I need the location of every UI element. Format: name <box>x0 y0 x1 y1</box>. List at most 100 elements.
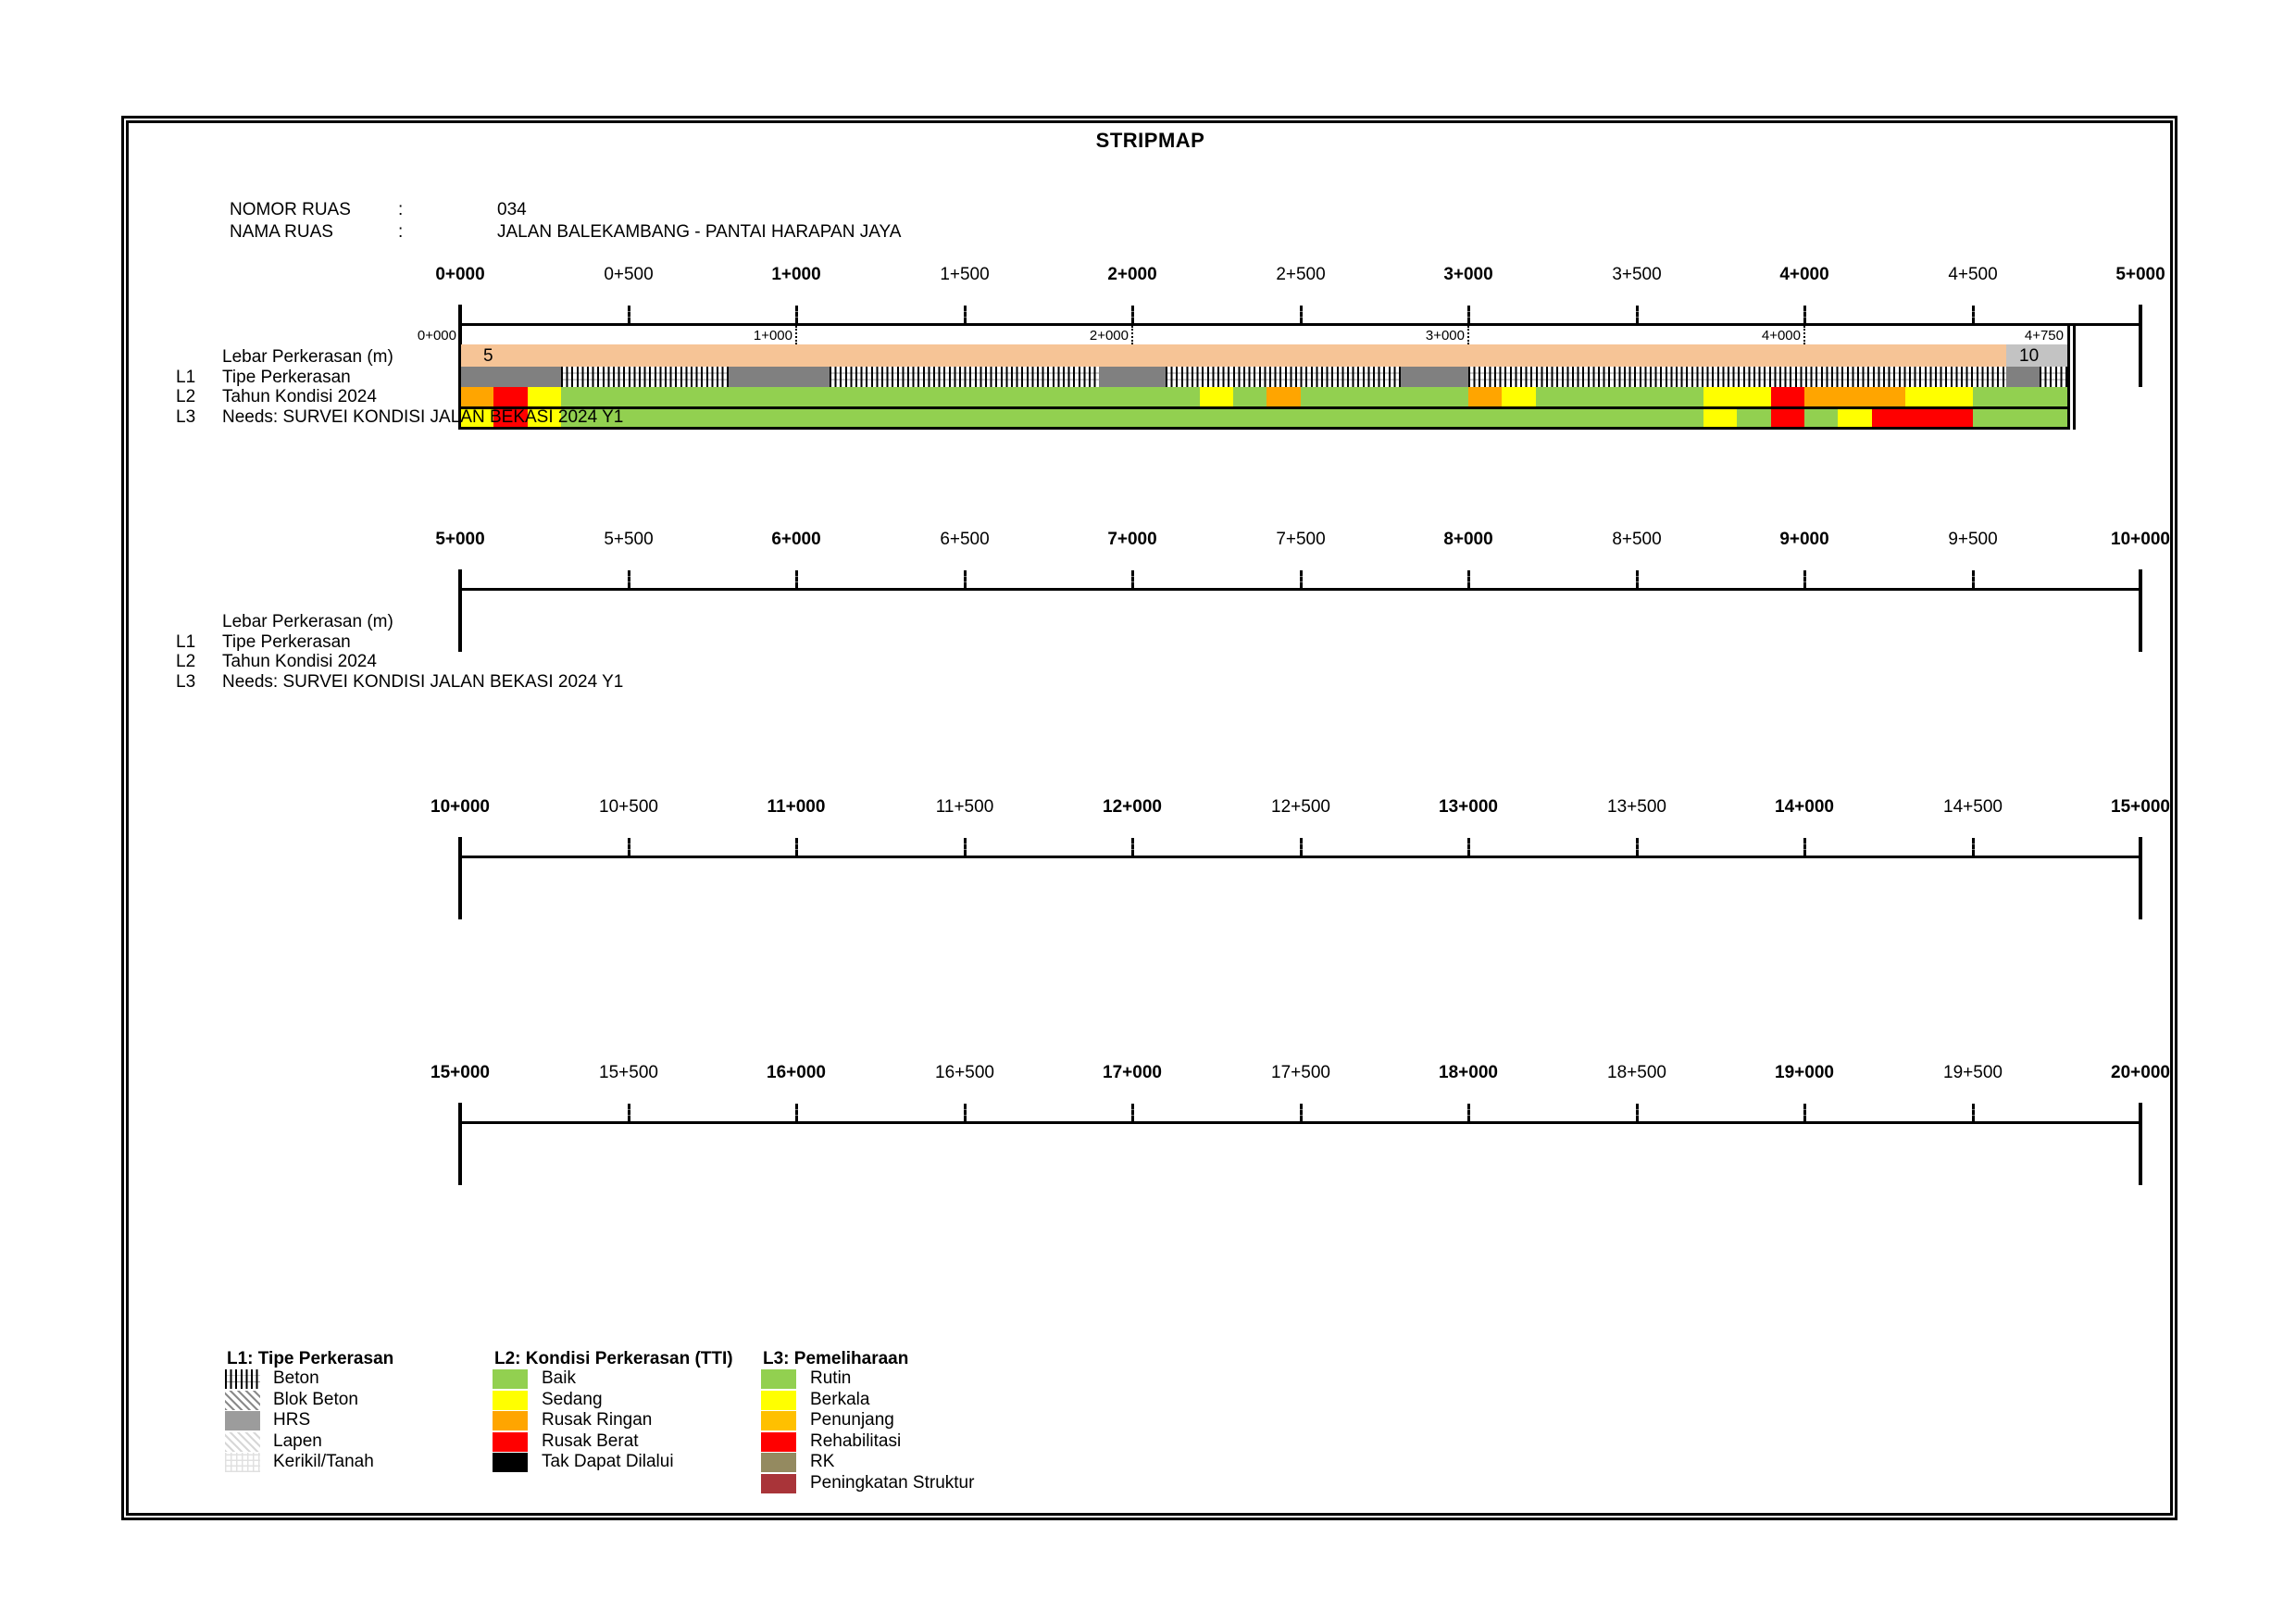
axis-tick <box>795 306 798 323</box>
legend-swatch-blok <box>225 1390 260 1410</box>
chainage-label: 8+500 <box>1612 530 1662 549</box>
l1-segment <box>2006 367 2040 387</box>
legend-swatch-baik <box>493 1369 528 1389</box>
l1-segment <box>561 367 729 387</box>
legend-title-l1: L1: Tipe Perkerasan <box>227 1349 394 1368</box>
l2-segment <box>1536 387 1703 406</box>
axis-tick <box>1972 838 1975 856</box>
row-code-l1: L1 <box>176 632 196 652</box>
chainage-label: 11+000 <box>767 797 826 817</box>
chainage-label: 15+000 <box>2111 797 2170 817</box>
chainage-label: 13+000 <box>1439 797 1498 817</box>
axis-line <box>460 323 2140 326</box>
chainage-label: 5+000 <box>2115 265 2165 284</box>
l3-segment <box>493 409 528 427</box>
ruler-km-line <box>1803 326 1805 344</box>
legend-swatch-kerikil <box>225 1453 260 1472</box>
legend-swatch-rutin <box>761 1369 796 1389</box>
axis-end-tick <box>2139 837 2142 919</box>
axis-tick <box>1467 838 1470 856</box>
lebar-value: 10 <box>2019 346 2040 366</box>
legend-title-l3: L3: Pemeliharaan <box>763 1349 909 1368</box>
chainage-label: 4+500 <box>1948 265 1998 284</box>
legend-swatch-rk <box>761 1453 796 1472</box>
axis-tick <box>1131 838 1134 856</box>
l2-segment <box>528 387 561 406</box>
chainage-label: 10+000 <box>430 797 490 817</box>
chainage-label: 16+000 <box>767 1063 826 1082</box>
l3-segment <box>528 409 561 427</box>
axis-tick <box>964 570 967 588</box>
row-code-l3: L3 <box>176 407 196 427</box>
ruler-km-label: 0+000 <box>417 328 456 344</box>
axis-tick <box>1972 570 1975 588</box>
lebar-value: 5 <box>483 346 493 366</box>
ruler-km-line <box>1467 326 1469 344</box>
chainage-label: 9+000 <box>1779 530 1829 549</box>
chainage-label: 13+500 <box>1607 797 1666 817</box>
row-label-l3: Needs: SURVEI KONDISI JALAN BEKASI 2024 … <box>222 407 624 427</box>
chainage-label: 3+500 <box>1612 265 1662 284</box>
l2-segment <box>1233 387 1267 406</box>
chainage-label: 2+500 <box>1276 265 1326 284</box>
axis-end-tick <box>458 569 462 652</box>
ruler-km-line <box>795 326 797 344</box>
axis-tick <box>795 1104 798 1121</box>
chainage-label: 18+500 <box>1607 1063 1666 1082</box>
chainage-label: 7+000 <box>1107 530 1157 549</box>
chainage-label: 14+000 <box>1775 797 1834 817</box>
ruler-km-label: 4+000 <box>1761 328 1801 344</box>
l2-segment <box>493 387 528 406</box>
chainage-label: 0+000 <box>435 265 485 284</box>
row-label-l2: Tahun Kondisi 2024 <box>222 652 377 671</box>
l1-segment <box>1099 367 1166 387</box>
chainage-label: 15+000 <box>430 1063 490 1082</box>
axis-tick <box>1636 570 1639 588</box>
axis-line <box>460 1121 2140 1124</box>
nomor-ruas-value: 034 <box>497 200 527 219</box>
chainage-label: 17+500 <box>1271 1063 1330 1082</box>
legend-swatch-berkala <box>761 1390 796 1410</box>
l1-segment <box>1468 367 2006 387</box>
axis-tick <box>964 838 967 856</box>
chainage-label: 19+000 <box>1775 1063 1834 1082</box>
row-label-l1: Tipe Perkerasan <box>222 632 351 652</box>
chainage-label: 5+500 <box>604 530 654 549</box>
chainage-label: 5+000 <box>435 530 485 549</box>
axis-tick <box>1131 1104 1134 1121</box>
axis-tick <box>1636 1104 1639 1121</box>
axis-tick <box>1972 306 1975 323</box>
axis-tick <box>1300 1104 1303 1121</box>
axis-tick <box>795 838 798 856</box>
legend-label: HRS <box>273 1410 311 1430</box>
legend-label: Penunjang <box>810 1410 894 1430</box>
axis-tick <box>1803 306 1806 323</box>
chainage-label: 12+500 <box>1271 797 1330 817</box>
axis-tick <box>1972 1104 1975 1121</box>
l2-segment <box>1804 387 1905 406</box>
chainage-label: 3+000 <box>1443 265 1493 284</box>
legend-label: Blok Beton <box>273 1389 358 1409</box>
chainage-label: 0+500 <box>604 265 654 284</box>
legend-label: Rusak Ringan <box>542 1410 653 1430</box>
l2-segment <box>1267 387 1301 406</box>
legend-swatch-rusak-ringan <box>493 1411 528 1430</box>
chainage-label: 12+000 <box>1103 797 1162 817</box>
l2-segment <box>460 387 493 406</box>
axis-tick <box>1467 306 1470 323</box>
chainage-label: 1+000 <box>771 265 821 284</box>
axis-tick <box>1300 570 1303 588</box>
l2-segment <box>1771 387 1804 406</box>
chainage-label: 18+000 <box>1439 1063 1498 1082</box>
axis-end-tick <box>2139 569 2142 652</box>
l2-l3-divider <box>460 406 2067 409</box>
legend-label: Rehabilitasi <box>810 1430 902 1451</box>
legend-swatch-peningkatan-struktur <box>761 1473 796 1493</box>
lebar-segment <box>460 344 2006 367</box>
row-code-l3: L3 <box>176 672 196 692</box>
l2-segment <box>1905 387 1973 406</box>
ruler-km-label: 3+000 <box>1425 328 1465 344</box>
nama-ruas-label: NAMA RUAS <box>230 222 333 242</box>
axis-end-tick <box>2139 305 2142 387</box>
